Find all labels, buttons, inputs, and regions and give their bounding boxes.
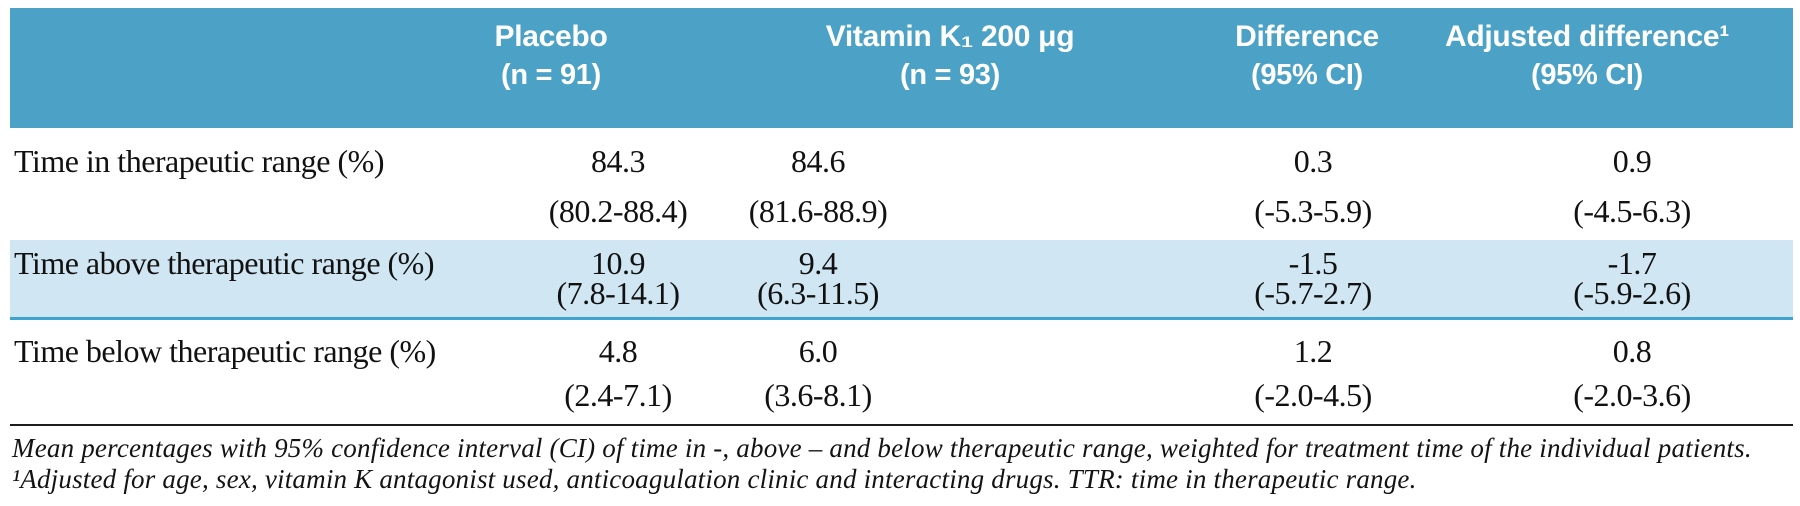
column-header-difference: Difference (95% CI) <box>1157 18 1457 94</box>
table-row-time-below-range: Time below therapeutic range (%) 4.8 6.0… <box>10 320 1793 425</box>
ci-placebo: (2.4-7.1) <box>564 377 672 413</box>
column-header-label: Vitamin K₁ 200 μg <box>825 20 1075 53</box>
ci-adjusted-difference: (-4.5-6.3) <box>1573 193 1691 229</box>
ci-difference: (-5.7-2.7) <box>1254 275 1372 311</box>
value-adjusted-difference: 0.9 <box>1612 143 1652 179</box>
value-adjusted-difference: -1.7 <box>1607 245 1657 281</box>
column-header-label: Difference <box>1235 20 1379 53</box>
value-vitamin-k1: 6.0 <box>798 333 838 369</box>
ci-adjusted-difference: (-2.0-3.6) <box>1573 377 1691 413</box>
footnote-divider <box>10 424 1793 426</box>
value-difference: 0.3 <box>1293 143 1333 179</box>
ci-difference: (-2.0-4.5) <box>1254 377 1372 413</box>
ci-vitamin-k1: (3.6-8.1) <box>764 377 872 413</box>
value-difference: 1.2 <box>1293 333 1333 369</box>
column-header-n: (n = 91) <box>501 59 601 91</box>
row-value-line: Time below therapeutic range (%) 4.8 6.0… <box>10 332 1793 372</box>
value-placebo: 4.8 <box>598 333 638 369</box>
row-ci-line: (7.8-14.1) (6.3-11.5) (-5.7-2.7) (-5.9-2… <box>10 274 1793 314</box>
row-label: Time in therapeutic range (%) <box>14 143 384 179</box>
value-adjusted-difference: 0.8 <box>1612 333 1652 369</box>
column-header-label: Placebo <box>494 20 608 53</box>
column-header-adjusted-difference: Adjusted difference¹ (95% CI) <box>1367 18 1800 94</box>
table-header-band: Placebo (n = 91) Vitamin K₁ 200 μg (n = … <box>10 8 1793 128</box>
value-vitamin-k1: 84.6 <box>791 143 846 179</box>
row-label: Time above therapeutic range (%) <box>14 245 434 281</box>
ci-placebo: (80.2-88.4) <box>548 193 688 229</box>
ci-vitamin-k1: (6.3-11.5) <box>757 275 879 311</box>
table-row-time-in-range: Time in therapeutic range (%) 84.3 84.6 … <box>10 128 1793 240</box>
column-header-n: (n = 93) <box>900 59 1000 91</box>
footnote-text: Mean percentages with 95% confidence int… <box>12 433 1752 494</box>
ci-adjusted-difference: (-5.9-2.6) <box>1573 275 1691 311</box>
value-placebo: 10.9 <box>591 245 646 281</box>
column-header-label: Adjusted difference¹ <box>1444 20 1730 53</box>
column-header-vitamin-k1: Vitamin K₁ 200 μg (n = 93) <box>740 18 1160 94</box>
row-ci-line: (2.4-7.1) (3.6-8.1) (-2.0-4.5) (-2.0-3.6… <box>10 376 1793 416</box>
column-header-ci: (95% CI) <box>1250 59 1363 91</box>
value-placebo: 84.3 <box>591 143 646 179</box>
row-value-line: Time in therapeutic range (%) 84.3 84.6 … <box>10 142 1793 182</box>
value-vitamin-k1: 9.4 <box>798 245 838 281</box>
ci-difference: (-5.3-5.9) <box>1254 193 1372 229</box>
value-difference: -1.5 <box>1288 245 1338 281</box>
column-header-ci: (95% CI) <box>1530 59 1643 91</box>
row-ci-line: (80.2-88.4) (81.6-88.9) (-5.3-5.9) (-4.5… <box>10 192 1793 232</box>
table-row-time-above-range: Time above therapeutic range (%) 10.9 9.… <box>10 240 1793 320</box>
row-label: Time below therapeutic range (%) <box>14 333 436 369</box>
ci-placebo: (7.8-14.1) <box>556 275 680 311</box>
ci-vitamin-k1: (81.6-88.9) <box>748 193 888 229</box>
column-header-placebo: Placebo (n = 91) <box>401 18 701 94</box>
row-value-line: Time above therapeutic range (%) 10.9 9.… <box>10 244 1793 284</box>
